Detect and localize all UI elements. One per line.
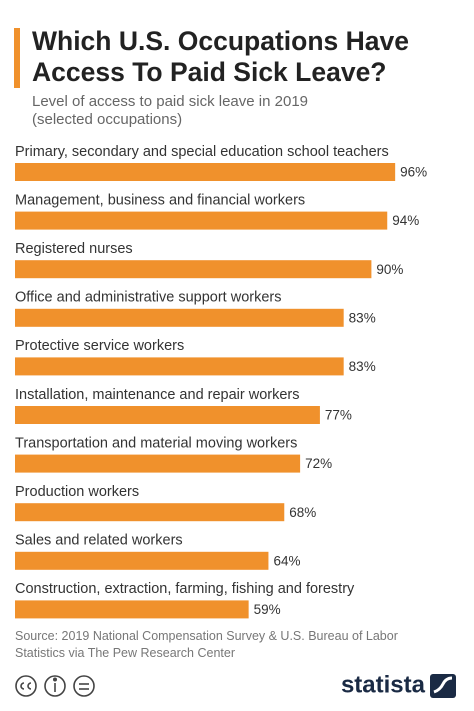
bar (15, 260, 372, 279)
value-label: 90% (376, 262, 403, 277)
value-label: 96% (400, 165, 427, 180)
bar (15, 551, 269, 570)
category-label: Registered nurses (15, 241, 133, 257)
value-label: 83% (349, 310, 376, 325)
chart-title: Which U.S. Occupations Have Access To Pa… (32, 26, 409, 87)
license-icons (15, 675, 95, 697)
bar (15, 600, 249, 619)
value-label: 77% (325, 408, 352, 423)
bar (15, 211, 388, 230)
title-accent (14, 28, 20, 88)
category-label: Protective service workers (15, 338, 184, 354)
category-label: Management, business and financial worke… (15, 192, 305, 208)
source-note: Source: 2019 National Compensation Surve… (15, 629, 398, 660)
bar (15, 357, 344, 376)
brand-logo: statista (341, 671, 426, 698)
category-label: Transportation and material moving worke… (15, 435, 297, 451)
bar (15, 163, 396, 181)
value-label: 59% (254, 602, 281, 617)
bar (15, 503, 285, 522)
category-label: Construction, extraction, farming, fishi… (15, 581, 355, 597)
chart-subtitle: Level of access to paid sick leave in 20… (32, 93, 308, 128)
value-label: 72% (305, 456, 332, 471)
brand-icon-wave (433, 676, 453, 694)
category-label: Installation, maintenance and repair wor… (15, 387, 300, 403)
category-label: Production workers (15, 484, 139, 500)
bar (15, 406, 320, 424)
value-label: 64% (273, 553, 300, 568)
value-label: 68% (289, 505, 316, 520)
value-label: 83% (349, 359, 376, 374)
category-label: Office and administrative support worker… (15, 290, 282, 306)
bar (15, 308, 344, 327)
category-label: Primary, secondary and special education… (15, 144, 389, 160)
category-label: Sales and related workers (15, 533, 183, 549)
value-label: 94% (392, 213, 419, 228)
bar (15, 454, 301, 473)
